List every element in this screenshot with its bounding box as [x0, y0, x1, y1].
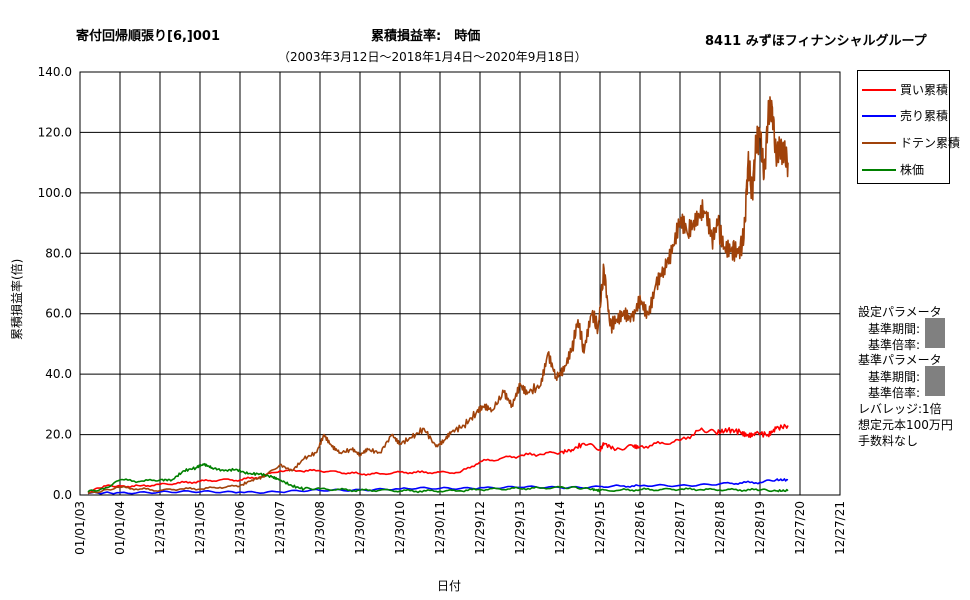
x-tick-label: 12/30/08 [313, 501, 327, 555]
redaction-mask [925, 366, 945, 396]
y-tick-label: 80.0 [45, 246, 72, 260]
x-tick-label: 12/27/20 [793, 501, 807, 555]
y-tick-label: 40.0 [45, 367, 72, 381]
legend-swatch-buy [862, 89, 896, 91]
series-line-3 [87, 96, 789, 495]
chart-title: 累積損益率: 時価 [371, 29, 481, 44]
x-tick-label: 12/29/14 [553, 501, 567, 555]
x-tick-label: 12/30/10 [393, 501, 407, 555]
x-tick-label: 12/30/11 [433, 501, 447, 555]
x-tick-label: 12/28/16 [633, 501, 647, 555]
y-tick-label: 120.0 [38, 125, 72, 139]
legend-swatch-sell [862, 115, 896, 117]
y-axis-label: 累積損益率(倍) [10, 258, 24, 340]
x-axis-label: 日付 [437, 579, 462, 593]
chart-subtitle: （2003年3月12日～2018年1月4日～2020年9月18日） [278, 50, 587, 64]
legend-swatch-price [862, 169, 896, 171]
series-line-4 [87, 462, 789, 494]
redaction-mask [925, 318, 945, 348]
x-tick-label: 01/01/03 [73, 501, 87, 555]
y-tick-label: 0.0 [53, 488, 72, 502]
legend: 買い累積 売り累積 ドテン累積 株価 [857, 70, 960, 184]
y-tick-label: 20.0 [45, 428, 72, 442]
x-tick-label: 12/29/13 [513, 501, 527, 555]
company-title: 8411 みずほフィナンシャルグループ [705, 34, 927, 49]
y-tick-label: 60.0 [45, 307, 72, 321]
legend-label-sell: 売り累積 [900, 109, 949, 123]
fee-text: 手数料なし [858, 434, 919, 448]
plot-frame [79, 71, 841, 496]
legend-label-price: 株価 [900, 163, 925, 177]
setting-params-title: 設定パラメータ [858, 305, 942, 319]
strategy-title: 寄付回帰順張り[6,]001 [76, 29, 221, 44]
base-ratio: 基準倍率: [868, 386, 921, 400]
x-tick-label: 12/29/12 [473, 501, 487, 555]
x-tick-label: 12/31/05 [193, 501, 207, 555]
x-tick-label: 12/30/09 [353, 501, 367, 555]
x-tick-label: 12/28/18 [713, 501, 727, 555]
x-tick-label: 12/28/19 [753, 501, 767, 555]
x-tick-label: 12/31/06 [233, 501, 247, 555]
grid-lines [79, 71, 841, 496]
x-tick-label: 01/01/04 [113, 501, 127, 555]
leverage-text: レバレッジ:1倍 [858, 402, 942, 416]
legend-label-doten: ドテン累積 [900, 136, 961, 150]
capital-text: 想定元本100万円 [858, 418, 953, 432]
y-tick-label: 100.0 [38, 186, 72, 200]
x-tick-label: 12/31/04 [153, 501, 167, 555]
series-line-1 [87, 423, 789, 494]
x-tick-labels: 01/01/03 01/01/04 12/31/04 12/31/05 12/31/06… [73, 501, 847, 555]
setting-period: 基準期間: [868, 322, 921, 336]
y-tick-label: 140.0 [38, 65, 72, 79]
x-tick-label: 12/27/21 [833, 501, 847, 555]
setting-ratio: 基準倍率: [868, 338, 921, 352]
y-tick-labels: 0.0 20.0 40.0 60.0 80.0 100.0 120.0 140.0 [38, 65, 72, 502]
base-params-title: 基準パラメータ [858, 353, 942, 367]
legend-label-buy: 買い累積 [900, 83, 949, 97]
x-tick-label: 12/31/07 [273, 501, 287, 555]
series-layer [87, 96, 789, 495]
legend-swatch-doten [862, 142, 896, 144]
x-tick-label: 12/28/17 [673, 501, 687, 555]
base-period: 基準期間: [868, 370, 921, 384]
axes [79, 71, 841, 496]
x-tick-label: 12/29/15 [593, 501, 607, 555]
